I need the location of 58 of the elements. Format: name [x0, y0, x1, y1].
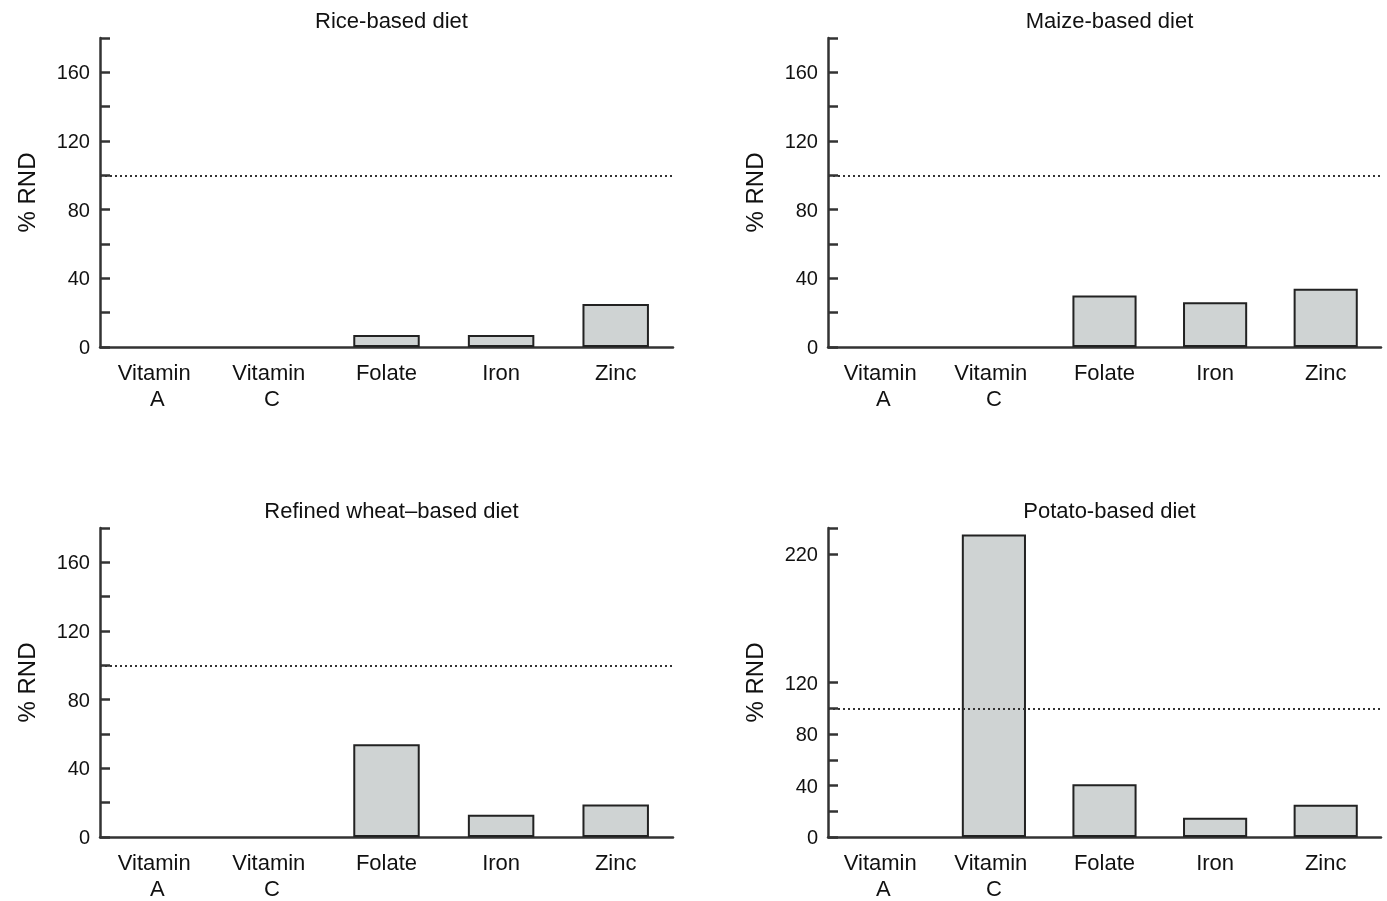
y-tick-label: 120	[784, 671, 818, 694]
bar	[1183, 817, 1248, 837]
y-tick-label: 40	[67, 757, 90, 780]
y-tick-label: 80	[67, 198, 90, 221]
x-tick-label: Vitamin A	[843, 359, 923, 411]
y-tick-label: 120	[56, 130, 90, 152]
y-axis-title: % RND	[12, 152, 40, 233]
y-tick-label: 160	[56, 61, 90, 84]
x-tick-label: Iron	[1196, 849, 1235, 875]
x-tick-label: Zinc	[594, 359, 637, 385]
y-tick-label: 80	[795, 198, 818, 221]
chart-title: Maize-based diet	[1025, 7, 1194, 33]
y-tick-label: 80	[795, 723, 818, 745]
bar	[1072, 295, 1137, 347]
y-tick-label: 80	[67, 688, 90, 711]
x-tick-label: Zinc	[1304, 359, 1347, 385]
x-tick-label: Iron	[482, 359, 521, 385]
bar	[467, 814, 535, 837]
y-tick-label: 160	[784, 61, 818, 84]
x-tick-label: Iron	[1196, 359, 1235, 385]
x-tick-label: Folate	[1073, 849, 1136, 875]
x-tick-label: Folate	[355, 849, 418, 875]
y-tick-label: 40	[795, 267, 818, 290]
y-tick-label: 0	[78, 336, 90, 358]
bar	[1183, 302, 1248, 347]
y-tick-label: 120	[784, 130, 818, 152]
x-tick-label: Vitamin A	[843, 849, 923, 901]
chart-title: Rice-based diet	[315, 7, 468, 33]
y-tick-label: 120	[56, 620, 90, 642]
x-tick-label: Iron	[482, 849, 521, 875]
x-tick-label: Folate	[355, 359, 418, 385]
bar	[353, 744, 420, 837]
bar	[1293, 288, 1358, 347]
y-tick-label: 0	[806, 826, 818, 848]
x-tick-label: Zinc	[594, 849, 637, 875]
x-tick-label: Vitamin C	[232, 849, 312, 901]
x-tick-label: Folate	[1073, 359, 1136, 385]
y-tick-label: 40	[67, 267, 90, 290]
x-tick-label: Vitamin C	[954, 849, 1034, 901]
bar	[1072, 784, 1137, 837]
bar	[582, 804, 649, 837]
y-tick-label: 160	[56, 551, 90, 574]
y-axis-title: % RND	[740, 642, 768, 723]
y-tick-label: 40	[795, 774, 818, 797]
bar	[961, 534, 1026, 837]
x-tick-label: Vitamin A	[117, 849, 197, 901]
x-tick-label: Vitamin A	[117, 359, 197, 411]
x-tick-label: Zinc	[1304, 849, 1347, 875]
y-axis-title: % RND	[740, 152, 768, 233]
x-tick-label: Vitamin C	[954, 359, 1034, 411]
chart-title: Refined wheat–based diet	[264, 497, 519, 523]
x-tick-label: Vitamin C	[232, 359, 312, 411]
y-tick-label: 0	[78, 826, 90, 848]
y-axis-title: % RND	[12, 642, 40, 723]
y-tick-label: 0	[806, 336, 818, 358]
bar	[1293, 804, 1358, 837]
chart-title: Potato-based diet	[1023, 497, 1196, 523]
y-tick-label: 220	[784, 542, 818, 565]
